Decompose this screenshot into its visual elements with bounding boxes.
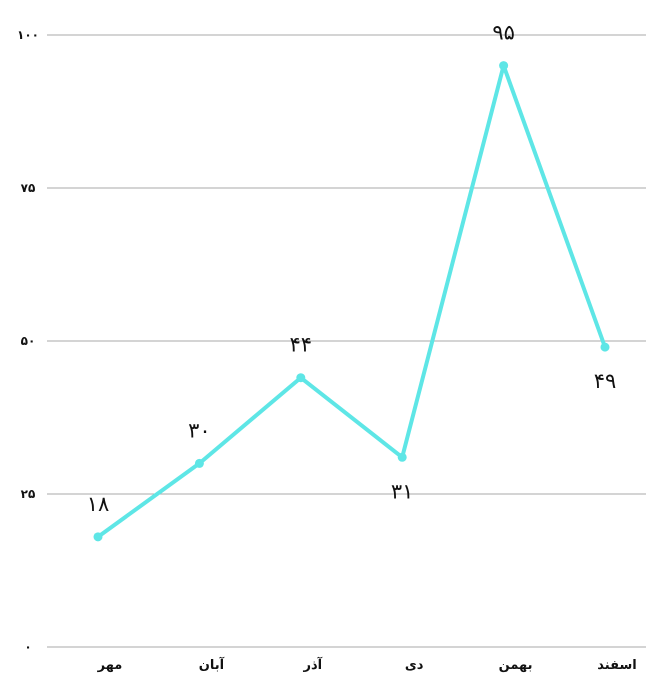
y-tick-label: ۷۵ bbox=[21, 181, 36, 195]
data-points bbox=[93, 61, 610, 542]
data-labels: ۱۸ ۳۰ ۴۴ ۳۱ ۹۵ ۴۹ bbox=[87, 21, 617, 516]
data-point bbox=[194, 458, 204, 468]
y-axis-tick-labels: ۰ ۲۵ ۵۰ ۷۵ ۱۰۰ bbox=[17, 28, 39, 654]
data-label: ۴۴ bbox=[290, 333, 313, 357]
data-point bbox=[600, 342, 610, 352]
series-line-group bbox=[96, 63, 607, 539]
x-tick-label: دی bbox=[405, 658, 424, 673]
data-label: ۴۹ bbox=[594, 369, 617, 393]
x-axis-tick-labels: مهر آبان آذر دی بهمن اسفند bbox=[97, 656, 637, 673]
x-tick-label: مهر bbox=[97, 658, 123, 673]
y-tick-label: ۱۰۰ bbox=[17, 28, 39, 42]
data-point bbox=[499, 61, 509, 71]
data-label: ۱۸ bbox=[87, 492, 110, 516]
data-label: ۹۵ bbox=[492, 21, 515, 45]
x-tick-label: آذر bbox=[302, 656, 322, 673]
data-point bbox=[397, 452, 407, 462]
x-tick-label: آبان bbox=[199, 656, 225, 673]
x-tick-label: بهمن bbox=[499, 658, 533, 673]
gridlines bbox=[47, 34, 646, 648]
data-label: ۳۰ bbox=[188, 418, 211, 442]
y-tick-label: ۵۰ bbox=[21, 334, 36, 348]
data-label: ۳۱ bbox=[391, 479, 414, 503]
y-tick-label: ۲۵ bbox=[21, 487, 36, 501]
y-tick-label: ۰ bbox=[24, 640, 31, 654]
data-point bbox=[93, 532, 103, 542]
series-line bbox=[96, 63, 607, 539]
x-tick-label: اسفند bbox=[597, 658, 636, 673]
data-point bbox=[296, 373, 306, 383]
